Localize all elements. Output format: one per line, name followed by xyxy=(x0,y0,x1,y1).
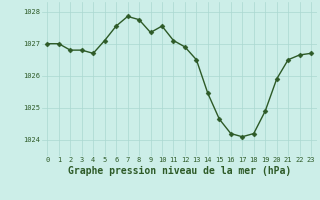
X-axis label: Graphe pression niveau de la mer (hPa): Graphe pression niveau de la mer (hPa) xyxy=(68,166,291,176)
